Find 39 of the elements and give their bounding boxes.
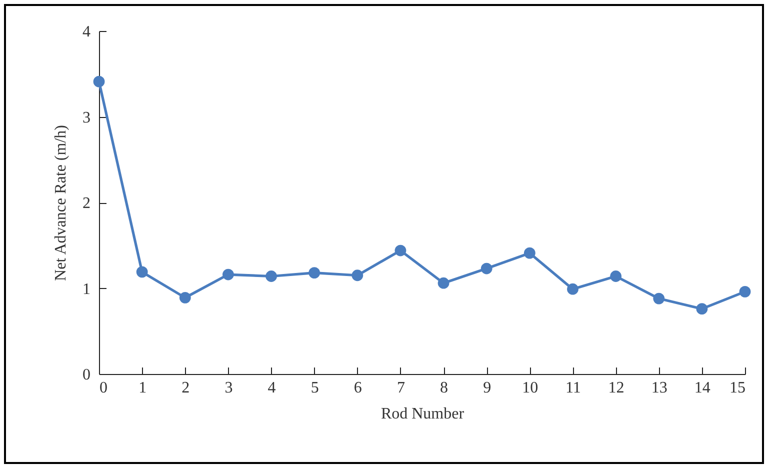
- x-tick-label: 12: [608, 380, 624, 396]
- x-tick-label: 7: [396, 380, 405, 396]
- x-tick-label: 8: [440, 380, 448, 396]
- point: [136, 266, 148, 278]
- y-tick-label: 1: [82, 280, 90, 298]
- x-axis-title: Rod Number: [380, 406, 465, 422]
- point: [93, 76, 105, 88]
- point: [394, 244, 406, 256]
- point: [438, 277, 450, 289]
- y-tick-label: 0: [82, 366, 90, 384]
- x-tick-label: 2: [182, 380, 190, 396]
- point: [524, 247, 536, 259]
- point: [308, 267, 320, 279]
- x-tick-label: 3: [224, 380, 233, 396]
- x-tick-label: 14: [694, 380, 710, 396]
- x-tick-label: 5: [310, 380, 319, 396]
- point: [480, 262, 492, 274]
- x-tick-label: 1: [138, 380, 147, 396]
- x-tick-label: 4: [268, 380, 276, 396]
- point: [567, 283, 578, 295]
- x-tick-label: 10: [522, 380, 538, 396]
- y-tick-label: 3: [82, 109, 90, 126]
- x-tick-label: 6: [354, 380, 362, 396]
- point: [696, 303, 708, 315]
- point: [739, 286, 751, 298]
- x-tick-label: 11: [566, 380, 581, 396]
- x-tick-label: 0: [100, 380, 108, 396]
- y-axis-title: Net Advance Rate (m/h): [52, 125, 70, 281]
- point: [653, 292, 665, 304]
- point: [222, 268, 234, 280]
- point: [266, 270, 277, 282]
- y-tick-label: 2: [82, 195, 90, 212]
- x-tick-label: 13: [651, 380, 668, 396]
- x-tick-label: 9: [483, 380, 492, 396]
- point: [610, 270, 622, 282]
- point: [352, 270, 364, 282]
- y-tick-label: 4: [82, 24, 90, 40]
- point: [179, 292, 191, 304]
- x-tick-label: 15: [730, 380, 746, 396]
